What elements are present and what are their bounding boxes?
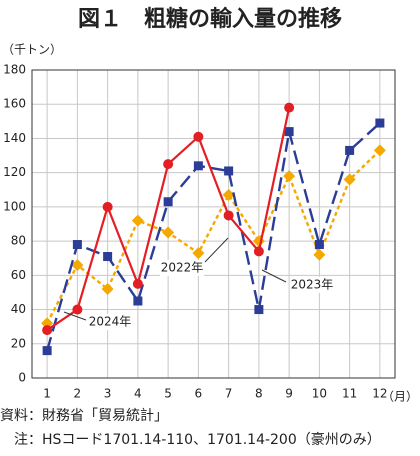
source: 資料：財務省「貿易統計」 xyxy=(0,408,168,424)
y-tick-label: 80 xyxy=(11,234,26,248)
marker xyxy=(224,166,234,176)
marker xyxy=(131,214,144,227)
x-tick-label: 2 xyxy=(74,387,82,401)
x-tick-label: 12 xyxy=(372,387,387,401)
leader-line xyxy=(261,269,287,283)
x-tick-label: 7 xyxy=(225,387,233,401)
marker xyxy=(193,131,204,142)
marker xyxy=(133,296,143,306)
x-unit: （月） xyxy=(382,390,418,404)
y-tick-label: 0 xyxy=(18,371,26,385)
x-tick-label: 1 xyxy=(43,387,51,401)
x-tick-label: 3 xyxy=(104,387,112,401)
x-tick-label: 6 xyxy=(195,387,203,401)
series-line xyxy=(45,122,381,351)
label-bg xyxy=(290,277,334,293)
marker xyxy=(101,283,114,296)
series-line xyxy=(46,149,381,324)
y-tick-label: 180 xyxy=(3,63,26,77)
marker xyxy=(253,246,264,257)
marker xyxy=(132,278,143,289)
x-tick-label: 10 xyxy=(312,387,327,401)
x-tick-label: 9 xyxy=(285,387,293,401)
marker xyxy=(42,346,52,356)
series-label: 2022年 xyxy=(161,261,204,275)
y-tick-label: 60 xyxy=(11,268,26,282)
x-tick-label: 5 xyxy=(164,387,172,401)
series-label: 2024年 xyxy=(89,315,132,329)
marker xyxy=(71,259,84,272)
y-unit: （千トン） xyxy=(2,43,62,57)
chart-title: 図１ 粗糖の輸入量の推移 xyxy=(78,6,342,32)
x-tick-label: 4 xyxy=(134,387,142,401)
marker xyxy=(283,170,296,183)
marker xyxy=(192,247,205,260)
y-tick-label: 40 xyxy=(11,302,26,316)
plot-frame xyxy=(31,69,396,379)
series-label: 2023年 xyxy=(291,278,334,292)
marker xyxy=(375,118,385,128)
marker xyxy=(284,102,295,113)
marker xyxy=(162,226,175,239)
note: 注：HSコード1701.14-110、1701.14-200（豪州のみ） xyxy=(0,432,381,448)
marker xyxy=(72,240,82,250)
x-tick-label: 11 xyxy=(342,387,357,401)
y-tick-label: 160 xyxy=(3,97,26,111)
y-tick-label: 120 xyxy=(3,165,26,179)
marker xyxy=(343,173,356,186)
marker xyxy=(223,210,234,221)
label-bg xyxy=(88,314,132,330)
y-tick-label: 100 xyxy=(3,199,26,213)
marker xyxy=(103,252,113,262)
marker xyxy=(373,144,386,157)
leader-line xyxy=(63,311,87,321)
marker xyxy=(313,248,326,261)
marker xyxy=(222,188,235,201)
marker xyxy=(314,240,324,250)
marker xyxy=(345,145,355,155)
leader-line xyxy=(204,237,229,263)
marker xyxy=(163,197,173,207)
label-bg xyxy=(160,260,204,276)
marker xyxy=(284,127,294,137)
marker xyxy=(102,201,113,212)
marker xyxy=(193,161,203,171)
marker xyxy=(254,305,264,315)
marker xyxy=(163,159,174,170)
y-tick-label: 20 xyxy=(11,336,26,350)
x-tick-label: 8 xyxy=(255,387,263,401)
marker xyxy=(42,325,53,336)
marker xyxy=(72,304,83,315)
y-tick-label: 140 xyxy=(3,131,26,145)
